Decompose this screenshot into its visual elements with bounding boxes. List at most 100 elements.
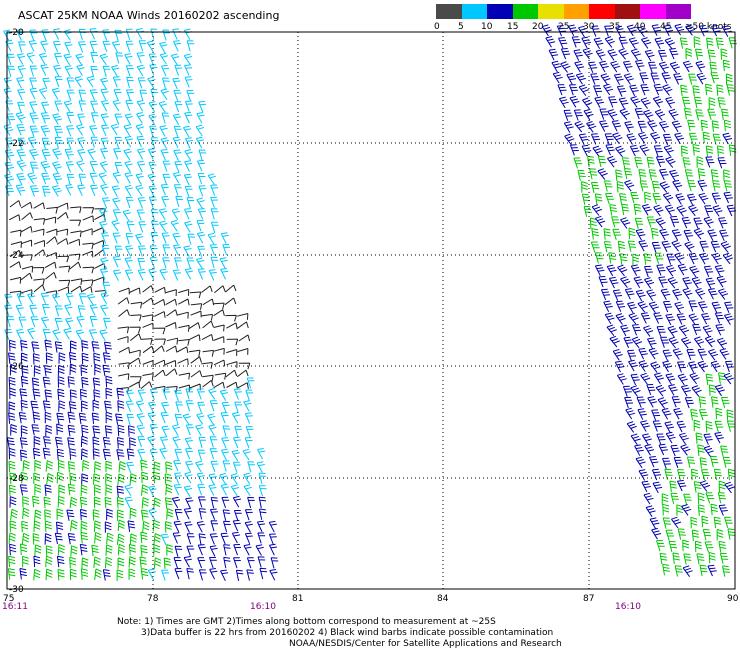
wind-barb [661,493,669,505]
wind-barb [112,269,122,281]
wind-barb [634,108,644,120]
wind-barb [640,312,651,324]
wind-barb [616,373,627,385]
wind-barb [166,309,178,317]
wind-barb [46,206,58,214]
wind-barb [113,148,122,160]
wind-barb [114,162,123,174]
wind-barb [718,480,726,493]
wind-barb [77,113,86,125]
wind-barb [153,461,161,473]
wind-barb [68,238,81,246]
wind-barb [243,484,252,496]
wind-barb [626,24,637,37]
wind-barb [159,125,168,137]
wind-barb [67,376,75,388]
wind-barb [161,232,170,244]
wind-barb [692,144,701,156]
wind-barb [105,411,113,424]
wind-barb [174,389,182,401]
wind-barb [711,120,720,132]
wind-barb [29,185,39,197]
wind-barb [99,220,108,233]
wind-barb [178,384,190,392]
wind-barb [4,149,15,161]
wind-barb [244,412,253,424]
legend-tick: 0 [434,22,440,32]
wind-barb [677,469,686,481]
wind-barb [707,49,716,61]
wind-barb [220,569,229,582]
wind-barb [670,216,680,228]
wind-barb [186,197,195,209]
wind-barb [196,388,205,400]
wind-barb [16,77,25,89]
wind-barb [138,221,147,233]
wind-barb [125,28,134,40]
wind-barb [608,276,619,289]
wind-barb [663,24,674,37]
wind-barb [125,400,134,412]
wind-barb [628,227,636,240]
wind-barb [595,49,606,61]
wind-barb [100,147,109,160]
wind-barb [182,413,191,426]
wind-barb [727,468,736,481]
wind-barb [81,228,93,236]
wind-barb [641,204,652,216]
wind-barb [257,448,266,460]
wind-barb [102,436,111,449]
wind-barb [28,40,37,52]
wind-barb [618,97,629,109]
wind-barb [111,219,120,232]
wind-barb [658,276,668,288]
wind-barb [42,185,51,198]
wind-barb [209,545,218,557]
wind-barb [178,372,191,380]
wind-barb [89,89,98,101]
wind-barb [129,287,141,295]
wind-barb [611,216,620,228]
wind-barb [694,540,702,553]
wind-barb [594,96,604,109]
wind-barb [197,557,206,569]
wind-barb [66,112,75,124]
wind-barb [186,257,195,269]
wind-barb [90,100,99,112]
wind-barb [196,472,205,484]
wind-barb [4,304,13,317]
wind-barb [94,363,101,376]
wind-barb [22,507,30,520]
wind-barb [105,375,113,388]
wind-barb [160,412,169,424]
wind-barb [664,204,675,217]
wind-barb [703,433,713,445]
wind-barb [141,509,149,521]
wind-barb [724,301,734,313]
wind-barb [40,160,51,173]
wind-barb [591,204,602,216]
wind-barb [643,109,654,122]
wind-barb [665,156,676,168]
wind-barb [158,208,168,220]
wind-barb [3,29,12,42]
wind-barb [172,171,182,184]
wind-barb [54,532,63,545]
wind-barb [725,360,734,373]
wind-barb [125,100,134,112]
wind-barb [82,207,95,214]
wind-barb [680,384,691,397]
footnote-line-2: 3)Data buffer is 22 hrs from 20160202 4)… [141,628,554,638]
wind-barb [163,557,171,569]
wind-barb [148,485,157,498]
wind-barb [100,183,109,196]
wind-barb [689,265,700,278]
wind-barb [564,133,575,146]
wind-barb [116,569,124,581]
wind-barb [190,310,202,318]
wind-barb [81,448,88,460]
wind-barb [125,196,134,209]
wind-barb [681,336,692,349]
wind-barb [19,388,28,400]
wind-barb [577,169,586,182]
